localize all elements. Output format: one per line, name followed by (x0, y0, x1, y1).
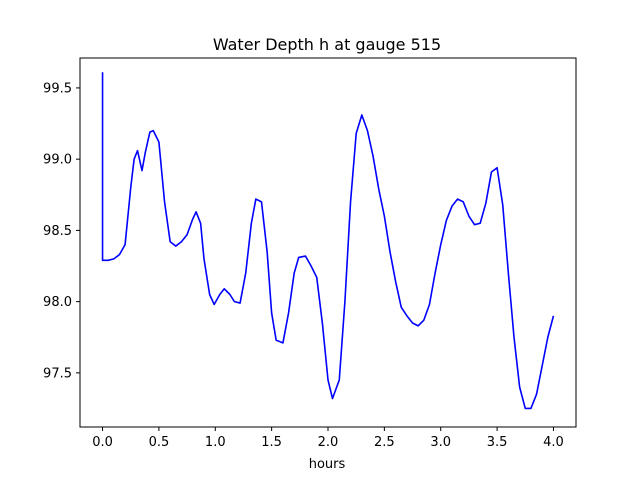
y-tick-label: 99.0 (43, 153, 72, 168)
chart-title: Water Depth h at gauge 515 (213, 35, 441, 54)
x-tick-label: 3.5 (487, 435, 508, 450)
x-tick-label: 1.5 (261, 435, 282, 450)
x-tick-label: 2.5 (374, 435, 395, 450)
series-line (101, 72, 555, 410)
x-tick-label: 3.0 (430, 435, 451, 450)
x-tick-label: 1.0 (205, 435, 226, 450)
y-axis: 97.5 98.0 98.5 99.0 99.5 (43, 81, 80, 381)
y-tick-label: 98.5 (43, 224, 72, 239)
x-tick-label: 0.5 (149, 435, 170, 450)
x-tick-label: 4.0 (543, 435, 564, 450)
y-tick-label: 98.0 (43, 295, 72, 310)
y-tick-label: 99.5 (43, 81, 72, 96)
x-tick-label: 2.0 (318, 435, 339, 450)
y-tick-label: 97.5 (43, 366, 72, 381)
x-tick-label: 0.0 (92, 435, 113, 450)
x-axis: 0.0 0.5 1.0 1.5 2.0 2.5 3.0 3.5 4.0 (92, 427, 564, 450)
plot-area-frame (79, 57, 577, 428)
x-axis-label: hours (309, 457, 346, 472)
